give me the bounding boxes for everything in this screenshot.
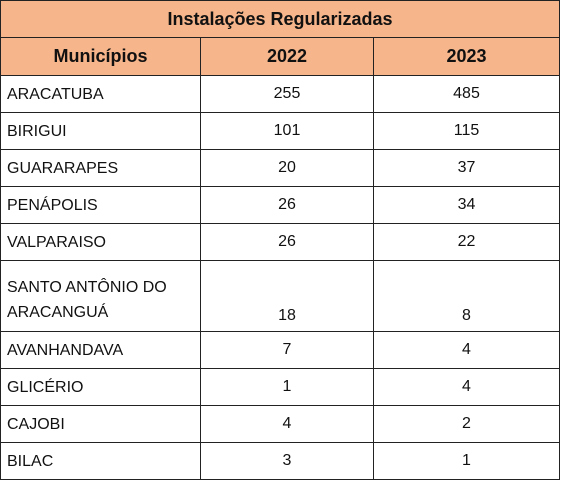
count: 255 bbox=[200, 75, 374, 113]
count: 485 bbox=[372, 75, 561, 113]
municipality: ARACATUBA bbox=[0, 75, 201, 113]
table-row: GLICÉRIO 1 4 bbox=[0, 368, 561, 406]
municipality: CAJOBI bbox=[0, 405, 201, 443]
municipality: BILAC bbox=[0, 442, 201, 480]
count: 22 bbox=[372, 223, 561, 261]
count: 20 bbox=[200, 149, 374, 187]
table-row: GUARARAPES 20 37 bbox=[0, 149, 561, 187]
table-row: VALPARAISO 26 22 bbox=[0, 223, 561, 261]
title-row: Instalações Regularizadas bbox=[0, 0, 561, 38]
municipality: GLICÉRIO bbox=[0, 368, 201, 406]
table-row: SANTO ANTÔNIO DO ARACANGUÁ 18 8 bbox=[0, 260, 561, 332]
count: 26 bbox=[200, 186, 374, 224]
municipality: SANTO ANTÔNIO DO ARACANGUÁ bbox=[0, 260, 201, 332]
count: 18 bbox=[200, 260, 374, 332]
column-header: 2023 bbox=[372, 37, 561, 76]
column-header: 2022 bbox=[200, 37, 374, 76]
count: 1 bbox=[372, 442, 561, 480]
table-title: Instalações Regularizadas bbox=[0, 0, 561, 38]
municipality: PENÁPOLIS bbox=[0, 186, 201, 224]
municipality: BIRIGUI bbox=[0, 112, 201, 150]
count: 4 bbox=[372, 368, 561, 406]
count: 101 bbox=[200, 112, 374, 150]
count: 3 bbox=[200, 442, 374, 480]
municipality: AVANHANDAVA bbox=[0, 331, 201, 369]
header-row: Municípios 2022 2023 bbox=[0, 37, 561, 76]
count: 34 bbox=[372, 186, 561, 224]
table-row: AVANHANDAVA 7 4 bbox=[0, 331, 561, 369]
table-body: Instalações Regularizadas Municípios 2022… bbox=[0, 0, 561, 480]
municipality: GUARARAPES bbox=[0, 149, 201, 187]
count: 1 bbox=[200, 368, 374, 406]
table-row: BILAC 3 1 bbox=[0, 442, 561, 480]
data-table: Instalações Regularizadas Municípios 2022… bbox=[0, 0, 561, 480]
count: 2 bbox=[372, 405, 561, 443]
count: 4 bbox=[200, 405, 374, 443]
column-header: Municípios bbox=[0, 37, 201, 76]
table-row: ARACATUBA 255 485 bbox=[0, 75, 561, 113]
count: 4 bbox=[372, 331, 561, 369]
municipality: VALPARAISO bbox=[0, 223, 201, 261]
table-row: CAJOBI 4 2 bbox=[0, 405, 561, 443]
count: 7 bbox=[200, 331, 374, 369]
count: 37 bbox=[372, 149, 561, 187]
table-row: PENÁPOLIS 26 34 bbox=[0, 186, 561, 224]
count: 26 bbox=[200, 223, 374, 261]
table-row: BIRIGUI 101 115 bbox=[0, 112, 561, 150]
count: 115 bbox=[372, 112, 561, 150]
count: 8 bbox=[372, 260, 561, 332]
